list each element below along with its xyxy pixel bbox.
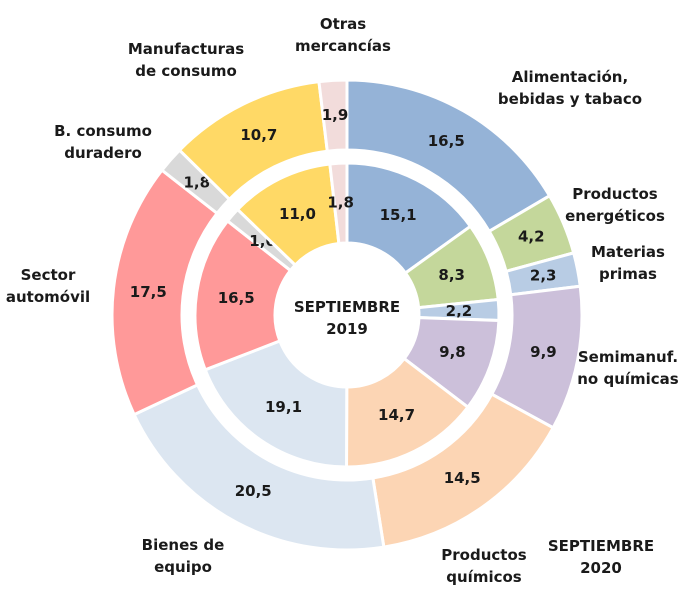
value-label: 15,1 <box>380 206 417 224</box>
donut-slice <box>345 161 473 276</box>
inner-series-label: SEPTIEMBRE 2019 <box>293 298 401 338</box>
value-label: 16,5 <box>428 132 465 150</box>
category-label: Sector automóvil <box>5 266 91 306</box>
outer-series-label: SEPTIEMBRE 2020 <box>547 537 655 577</box>
category-label: Otras mercancías <box>295 15 391 55</box>
category-label: Manufacturas de consumo <box>127 40 245 80</box>
value-label: 9,8 <box>439 343 466 361</box>
value-label: 8,3 <box>438 266 465 284</box>
value-label: 19,1 <box>265 398 302 416</box>
category-label: Semimanuf. no químicas <box>577 348 679 388</box>
category-label: Productos energéticos <box>565 185 665 225</box>
category-label: Productos químicos <box>441 546 527 586</box>
value-label: 2,3 <box>530 267 557 285</box>
value-label: 17,5 <box>130 283 167 301</box>
value-label: 9,9 <box>530 343 557 361</box>
donut-slice <box>328 161 349 246</box>
value-label: 2,2 <box>446 302 473 320</box>
value-label: 11,0 <box>279 205 316 223</box>
donut-slice <box>193 218 293 372</box>
value-label: 14,5 <box>444 469 481 487</box>
category-label: Bienes de equipo <box>141 536 225 576</box>
category-label: Materias primas <box>591 243 665 283</box>
value-label: 16,5 <box>218 289 255 307</box>
donut-slice <box>317 78 349 153</box>
donut-slice <box>203 339 349 469</box>
value-label: 1,9 <box>322 106 349 124</box>
category-label: Alimentación, bebidas y tabaco <box>497 68 643 108</box>
value-label: 4,2 <box>518 228 545 246</box>
category-label: B. consumo duradero <box>54 122 152 162</box>
value-label: 1,8 <box>183 173 210 191</box>
value-label: 10,7 <box>240 126 277 144</box>
value-label: 1,8 <box>327 194 354 212</box>
value-label: 20,5 <box>235 482 272 500</box>
value-label: 14,7 <box>378 406 415 424</box>
